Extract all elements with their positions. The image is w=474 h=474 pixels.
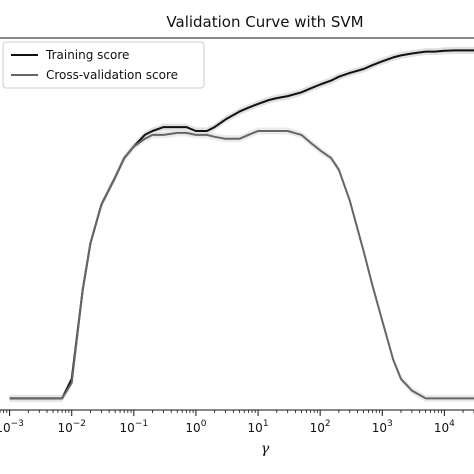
plot-area xyxy=(9,46,474,402)
legend-label-training: Training score xyxy=(45,48,129,62)
series-line-1 xyxy=(9,130,474,400)
chart-title: Validation Curve with SVM xyxy=(166,13,363,31)
confidence-bands xyxy=(9,46,474,402)
series-band-0 xyxy=(9,46,474,402)
series-line-0 xyxy=(9,49,474,400)
x-tick-label: 10−3 xyxy=(0,419,24,435)
x-axis-ticks: 10−3 10−2 10−1 100 101 102 103 104 xyxy=(0,410,474,435)
x-tick-label: 101 xyxy=(248,419,269,435)
x-tick-label: 10−1 xyxy=(120,419,149,435)
series-lines xyxy=(9,49,474,400)
x-axis-label: γ xyxy=(261,441,270,457)
legend-label-cross-validation: Cross-validation score xyxy=(46,68,178,82)
series-band-1 xyxy=(9,127,474,402)
chart-legend: Training score Cross-validation score xyxy=(2,41,205,89)
x-tick-label: 100 xyxy=(185,419,206,435)
x-tick-label: 10−2 xyxy=(57,419,86,435)
legend-box xyxy=(2,41,205,89)
x-tick-label: 102 xyxy=(310,419,331,435)
x-tick-label: 104 xyxy=(434,419,455,435)
x-tick-label: 103 xyxy=(372,419,393,435)
